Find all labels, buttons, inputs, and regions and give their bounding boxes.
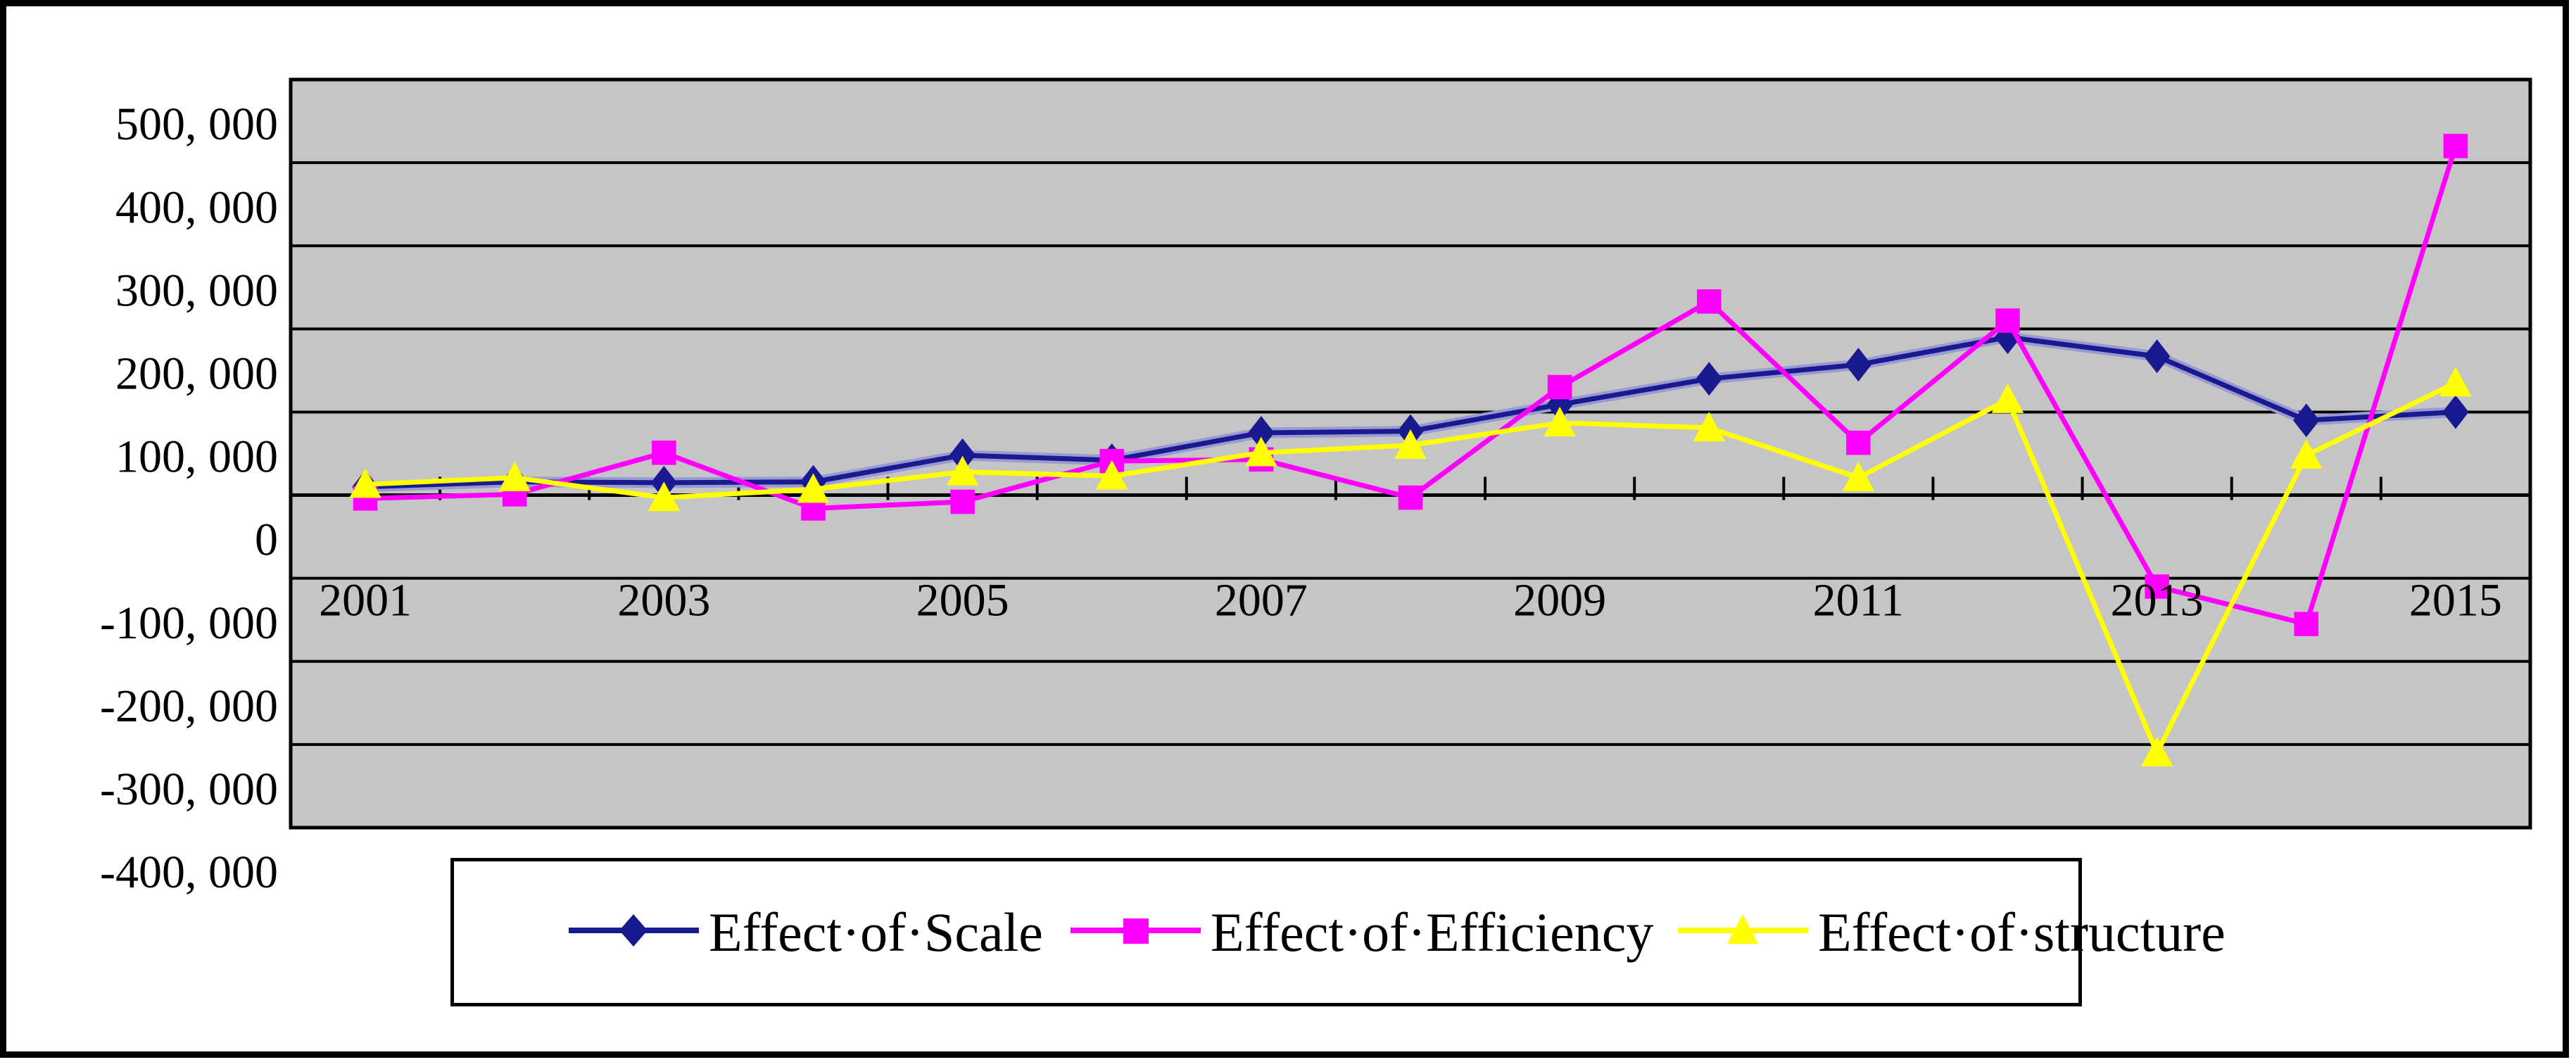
x-axis-label: 2001 <box>319 575 412 626</box>
data-point-square <box>1696 289 1722 314</box>
y-axis-label: 300, 000 <box>115 265 278 316</box>
legend-entry-scale: Effect·of·Scale <box>569 861 1043 1003</box>
data-point-diamond <box>2442 395 2469 429</box>
data-point-square <box>1995 308 2020 333</box>
y-axis-label: 400, 000 <box>115 182 278 233</box>
y-axis-label: 100, 000 <box>115 431 278 483</box>
data-point-triangle <box>498 461 531 491</box>
data-point-triangle <box>1543 406 1576 436</box>
y-axis-label: -400, 000 <box>100 847 278 898</box>
legend-sample-triangle-icon <box>1727 914 1758 944</box>
data-point-square <box>1547 374 1572 400</box>
data-point-square <box>2145 574 2169 599</box>
legend-sample-square-icon <box>1123 918 1149 944</box>
legend-sample-line <box>569 914 699 947</box>
y-axis-label: 500, 000 <box>115 99 278 150</box>
data-point-diamond <box>1696 362 1722 396</box>
data-point-triangle <box>2439 367 2472 397</box>
legend-sample-diamond-icon <box>619 914 648 947</box>
data-point-square <box>2294 612 2319 636</box>
data-point-triangle <box>797 473 830 503</box>
legend-label-efficiency: Effect·of·Efficiency <box>1211 901 1654 963</box>
data-point-square <box>950 489 975 514</box>
y-axis-label: -100, 000 <box>100 598 278 649</box>
legend: Effect·of·Scale Effect·of·Efficiency Eff… <box>450 858 2225 1006</box>
legend-entry-structure: Effect·of·structure <box>1678 861 2225 1003</box>
legend-marker-scale-diamond-icon <box>569 899 699 966</box>
data-point-triangle <box>1693 412 1726 442</box>
data-point-triangle <box>2290 439 2323 469</box>
legend-marker-efficiency-square-icon <box>1071 899 1201 966</box>
data-point-triangle <box>1245 436 1277 467</box>
data-point-triangle <box>349 468 381 498</box>
x-axis-label: 2009 <box>1513 575 1606 626</box>
y-axis-label: 0 <box>255 514 278 566</box>
x-axis-label: 2015 <box>2409 575 2502 626</box>
x-axis-label: 2005 <box>916 575 1009 626</box>
data-point-triangle <box>1842 461 1875 491</box>
data-point-triangle <box>1991 383 2024 413</box>
data-point-diamond <box>2293 403 2320 438</box>
data-point-square <box>2443 134 2468 158</box>
x-axis-label: 2003 <box>617 575 710 626</box>
data-point-triangle <box>1394 429 1427 459</box>
x-axis-label: 2013 <box>2111 575 2204 626</box>
data-point-triangle <box>2140 736 2173 766</box>
legend-sample-line <box>1678 914 1808 944</box>
data-point-diamond <box>1248 415 1275 450</box>
x-axis-label: 2007 <box>1215 575 1308 626</box>
data-point-diamond <box>1845 348 1872 382</box>
x-axis-label: 2011 <box>1813 575 1905 626</box>
data-point-triangle <box>648 481 681 512</box>
data-point-triangle <box>946 455 979 486</box>
legend-marker-structure-triangle-icon <box>1678 899 1808 966</box>
data-point-triangle <box>1095 460 1128 490</box>
legend-entry-efficiency: Effect·of·Efficiency <box>1071 861 1653 1003</box>
data-point-square <box>652 441 676 465</box>
data-point-square <box>1398 485 1423 510</box>
data-point-diamond <box>949 438 976 472</box>
legend-sample-line <box>1071 918 1201 944</box>
legend-label-structure: Effect·of·structure <box>1818 901 2225 963</box>
legend-label-scale: Effect·of·Scale <box>709 901 1043 963</box>
y-axis-label: -200, 000 <box>100 681 278 732</box>
data-point-square <box>1846 430 1871 455</box>
y-axis-label: 200, 000 <box>115 348 278 399</box>
data-point-diamond <box>2143 339 2171 374</box>
y-axis-label: -300, 000 <box>100 764 278 815</box>
plot-border <box>289 77 2532 830</box>
